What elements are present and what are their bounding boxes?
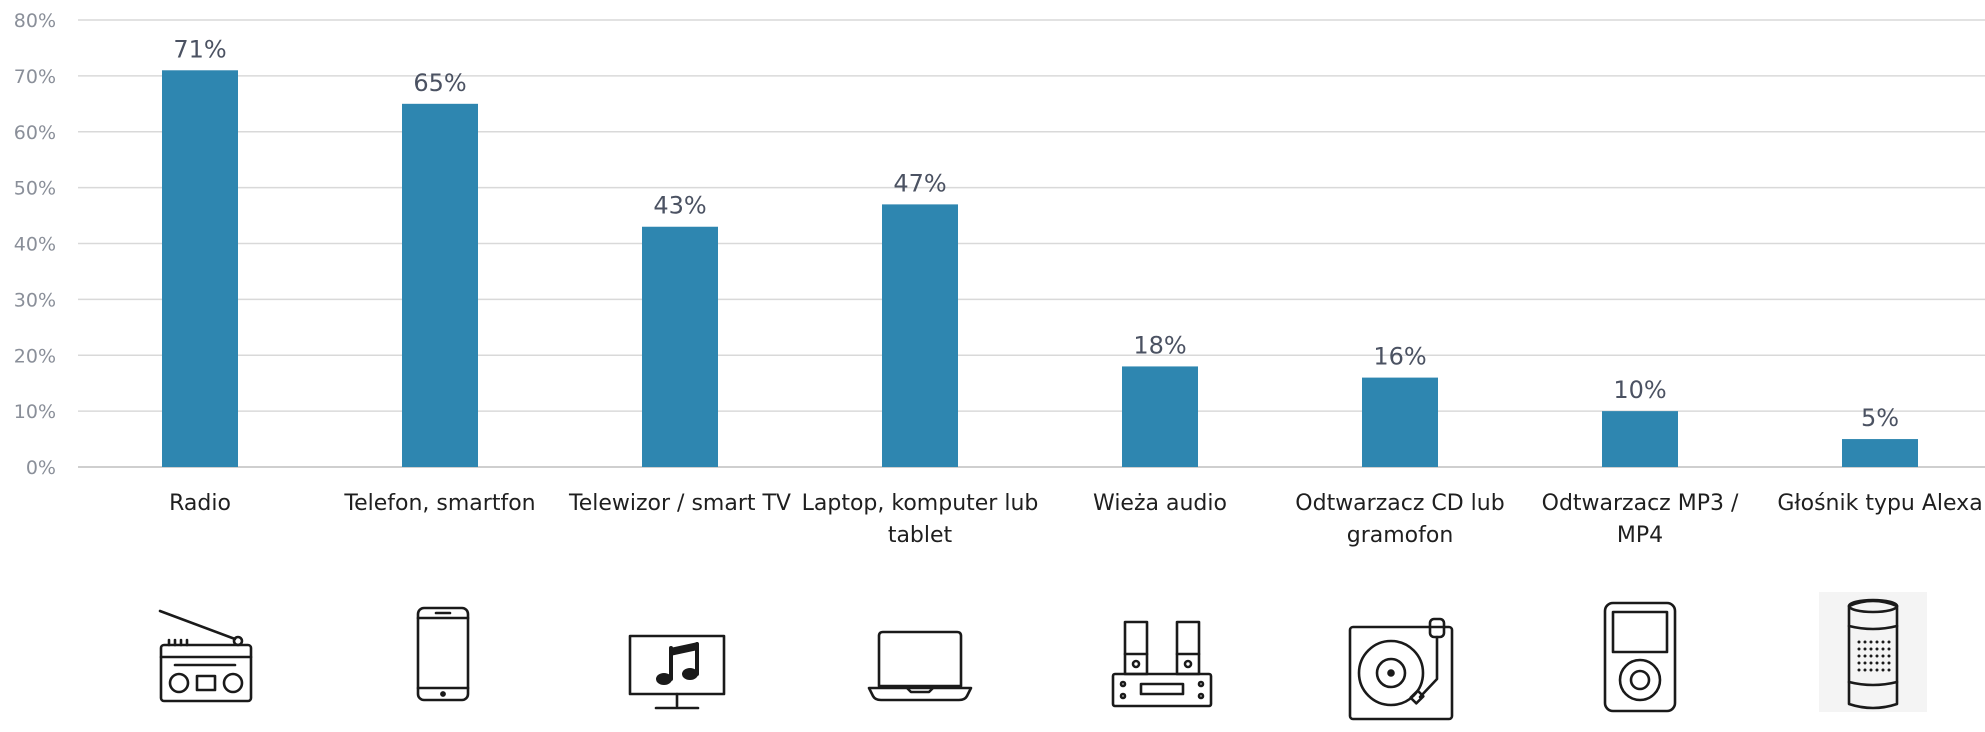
bar <box>642 226 718 467</box>
y-tick-label: 70% <box>14 66 56 88</box>
y-tick-label: 0% <box>26 457 56 479</box>
tv-music-icon <box>612 612 742 732</box>
data-label: 5% <box>1861 404 1899 432</box>
y-tick-label: 30% <box>14 289 56 311</box>
y-tick-label: 60% <box>14 122 56 144</box>
data-label: 16% <box>1373 343 1426 371</box>
smartphone-icon <box>378 600 508 720</box>
bar <box>162 70 238 467</box>
audio-system-icon <box>1097 612 1227 732</box>
category-label: Telewizor / smart TV <box>568 491 791 516</box>
bar <box>1842 439 1918 467</box>
bar <box>1602 411 1678 467</box>
bar <box>882 204 958 467</box>
category-label: Laptop, komputer lub <box>802 491 1039 516</box>
bar <box>1362 377 1438 467</box>
smart-speaker-icon <box>1815 592 1945 712</box>
bar <box>402 103 478 467</box>
category-label: Radio <box>169 491 231 516</box>
bars <box>162 70 1918 467</box>
category-label: Odtwarzacz CD lub <box>1295 491 1504 516</box>
category-label: gramofon <box>1347 523 1454 548</box>
category-label: Wieża audio <box>1093 491 1227 516</box>
y-tick-label: 40% <box>14 234 56 256</box>
bar <box>1122 366 1198 467</box>
y-tick-label: 20% <box>14 345 56 367</box>
data-label: 10% <box>1613 376 1666 404</box>
category-label: Odtwarzacz MP3 / <box>1542 491 1739 516</box>
gridlines <box>78 19 1985 468</box>
data-label: 65% <box>413 69 466 97</box>
category-label: Telefon, smartfon <box>343 491 535 516</box>
radio-icon <box>135 595 265 715</box>
laptop-icon <box>855 612 985 732</box>
category-label: MP4 <box>1617 523 1663 548</box>
data-labels: 71% 65% 43% 47% 18% 16% 10% 5% <box>173 35 1899 432</box>
category-label: Głośnik typu Alexa <box>1777 491 1982 516</box>
category-label: tablet <box>888 523 953 548</box>
x-axis-category-labels: Radio Telefon, smartfon Telewizor / smart … <box>169 491 1983 548</box>
data-label: 43% <box>653 192 706 220</box>
mp3-player-icon <box>1575 598 1705 718</box>
y-tick-label: 10% <box>14 401 56 423</box>
data-label: 71% <box>173 35 226 63</box>
data-label: 47% <box>893 169 946 197</box>
y-tick-label: 50% <box>14 178 56 200</box>
turntable-icon <box>1336 605 1466 725</box>
data-label: 18% <box>1133 331 1186 359</box>
bar-chart: 0% 10% 20% 30% 40% 50% 60% 70% 80% 71% 65% 43% 47% 1… <box>14 10 1985 548</box>
y-axis-tick-labels: 0% 10% 20% 30% 40% 50% 60% 70% 80% <box>14 10 56 479</box>
y-tick-label: 80% <box>14 10 56 32</box>
